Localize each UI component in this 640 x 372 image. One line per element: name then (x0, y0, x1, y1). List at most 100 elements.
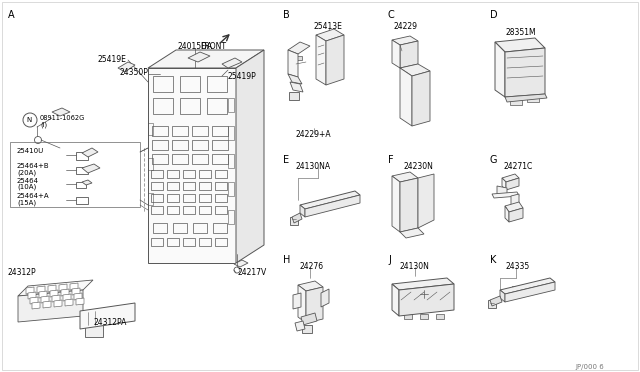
Bar (427, 292, 437, 302)
Text: JP/000 6: JP/000 6 (575, 364, 604, 370)
Polygon shape (392, 36, 418, 45)
Bar (151, 170, 163, 178)
Text: (20A): (20A) (17, 169, 36, 176)
Polygon shape (118, 62, 135, 72)
Bar (148, 68, 236, 263)
Polygon shape (222, 58, 242, 68)
Bar (328, 45, 342, 65)
Polygon shape (30, 297, 38, 304)
Bar (207, 98, 227, 114)
Bar (215, 206, 227, 214)
Polygon shape (316, 35, 326, 85)
Polygon shape (511, 194, 519, 208)
Bar (167, 182, 179, 190)
Polygon shape (392, 172, 418, 182)
Bar (192, 154, 208, 164)
Bar (228, 126, 234, 140)
Bar (527, 94, 539, 102)
Bar (167, 206, 179, 214)
Text: 24335: 24335 (505, 262, 529, 271)
Bar (404, 314, 412, 319)
Bar (436, 314, 444, 319)
Bar (153, 223, 167, 233)
Bar (420, 206, 430, 216)
Polygon shape (502, 174, 519, 182)
Polygon shape (492, 192, 519, 198)
Text: 25419P: 25419P (228, 72, 257, 81)
Text: F: F (388, 155, 394, 165)
Bar (153, 98, 173, 114)
Polygon shape (316, 29, 344, 41)
Bar (172, 140, 188, 150)
Polygon shape (400, 178, 418, 232)
Bar (183, 170, 195, 178)
Text: 25464: 25464 (17, 178, 39, 184)
Text: D: D (490, 10, 498, 20)
Polygon shape (52, 108, 70, 116)
Polygon shape (80, 303, 135, 329)
Text: 24230N: 24230N (403, 162, 433, 171)
Bar (180, 98, 200, 114)
Text: (I): (I) (40, 121, 47, 128)
Bar (167, 238, 179, 246)
Polygon shape (490, 296, 502, 306)
Text: 24312P: 24312P (8, 268, 36, 277)
Polygon shape (82, 164, 100, 173)
Polygon shape (295, 321, 305, 331)
Bar (85, 325, 103, 337)
Polygon shape (37, 286, 45, 293)
Text: 24229: 24229 (393, 22, 417, 31)
Bar (192, 140, 208, 150)
Bar (151, 238, 163, 246)
Bar (507, 54, 541, 62)
Bar (507, 78, 541, 86)
Polygon shape (305, 195, 360, 217)
Polygon shape (188, 52, 210, 62)
Text: K: K (490, 255, 497, 265)
Bar (289, 92, 299, 100)
Polygon shape (234, 260, 248, 267)
Bar (76, 167, 88, 174)
Bar (212, 140, 228, 150)
Bar (180, 76, 200, 92)
Bar (199, 170, 211, 178)
Polygon shape (505, 48, 545, 97)
Polygon shape (400, 41, 418, 68)
Polygon shape (48, 285, 56, 292)
Bar (488, 300, 496, 308)
Bar (199, 194, 211, 202)
Bar (76, 182, 86, 188)
Text: 24276: 24276 (300, 262, 324, 271)
Polygon shape (76, 298, 84, 305)
Polygon shape (306, 287, 323, 323)
Text: (15A): (15A) (17, 199, 36, 205)
Bar (510, 97, 522, 105)
Polygon shape (70, 283, 78, 290)
Text: C: C (388, 10, 395, 20)
Bar (420, 184, 432, 202)
Text: N: N (26, 117, 31, 123)
Text: (10A): (10A) (17, 184, 36, 190)
Text: 24130NA: 24130NA (295, 162, 330, 171)
Polygon shape (236, 50, 264, 263)
Polygon shape (32, 302, 40, 309)
Bar (199, 182, 211, 190)
Text: E: E (283, 155, 289, 165)
Polygon shape (392, 278, 454, 290)
Bar (507, 66, 541, 74)
Bar (302, 325, 312, 333)
Bar (153, 76, 173, 92)
Polygon shape (28, 292, 36, 299)
Bar (151, 206, 163, 214)
Bar (228, 98, 234, 112)
Text: FRONT: FRONT (200, 42, 226, 51)
Bar (148, 158, 153, 170)
Text: 25419E: 25419E (97, 55, 126, 64)
Polygon shape (54, 300, 62, 307)
Bar (307, 293, 317, 305)
Polygon shape (41, 296, 49, 303)
Bar (183, 206, 195, 214)
Bar (290, 217, 298, 225)
Polygon shape (399, 284, 454, 316)
Polygon shape (326, 35, 344, 85)
